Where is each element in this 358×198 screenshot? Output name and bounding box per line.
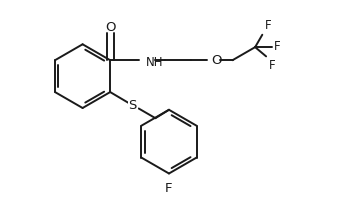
Text: NH: NH	[146, 56, 163, 69]
Text: S: S	[129, 99, 137, 112]
Text: F: F	[265, 19, 271, 32]
Text: F: F	[165, 182, 173, 195]
Text: F: F	[268, 59, 275, 72]
Text: F: F	[274, 40, 281, 53]
Text: O: O	[211, 54, 222, 67]
Text: O: O	[105, 21, 115, 34]
